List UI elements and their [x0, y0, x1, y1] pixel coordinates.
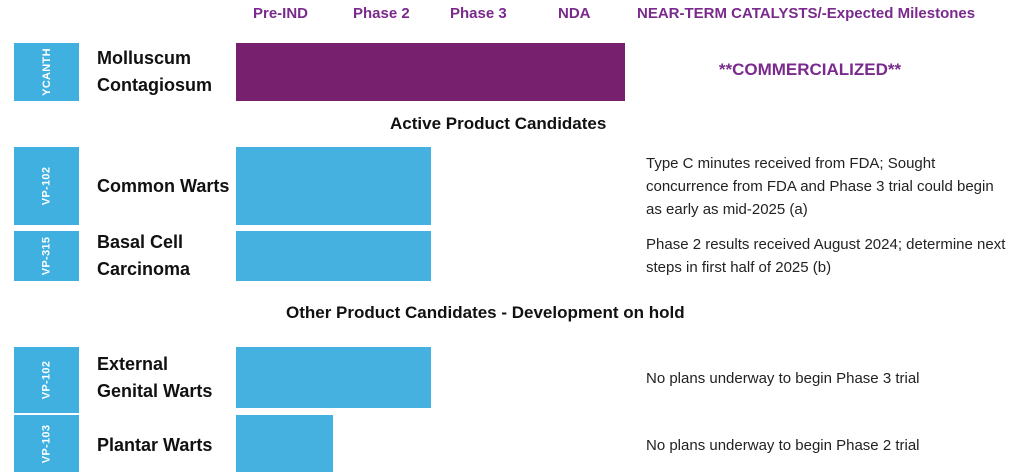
progress-bar	[236, 415, 333, 472]
progress-bar	[236, 231, 431, 281]
product-tag: VP-102	[14, 147, 79, 225]
product-tag: YCANTH	[14, 43, 79, 101]
product-tag: VP-103	[14, 415, 79, 472]
phase-header-phase-3: Phase 3	[450, 5, 507, 22]
milestones-header: NEAR-TERM CATALYSTS/-Expected Milestones	[637, 5, 976, 22]
commercialized-note: **COMMERCIALIZED**	[718, 60, 902, 79]
indication-label: Plantar Warts	[97, 434, 213, 455]
phase-header-phase-2: Phase 2	[353, 5, 410, 22]
product-tag-label: YCANTH	[40, 48, 53, 96]
section-heading-other: Other Product Candidates - Development o…	[286, 303, 685, 322]
product-tag-label: VP-102	[40, 360, 53, 400]
indication-label: Common Warts	[97, 175, 230, 196]
product-tag-label: VP-315	[40, 236, 53, 276]
indication-label: Molluscum Contagiosum	[97, 48, 212, 95]
product-tag-label: VP-103	[40, 424, 53, 463]
product-tag: VP-315	[14, 231, 79, 281]
product-tag: VP-102	[14, 347, 79, 413]
progress-bar	[236, 347, 431, 408]
milestone-note: Type C minutes received from FDA; Sought…	[646, 154, 994, 218]
product-tag-label: VP-102	[40, 166, 53, 206]
section-heading-active: Active Product Candidates	[390, 114, 607, 133]
progress-bar	[236, 43, 625, 101]
milestone-note: No plans underway to begin Phase 3 trial	[646, 369, 920, 387]
phase-header-pre-ind: Pre-IND	[253, 5, 309, 22]
milestone-note: Phase 2 results received August 2024; de…	[646, 236, 1006, 276]
phase-header-nda: NDA	[558, 5, 591, 22]
indication-label: Basal Cell Carcinoma	[97, 232, 191, 279]
indication-label: External Genital Warts	[97, 354, 213, 401]
progress-bar	[236, 147, 431, 225]
milestone-note: No plans underway to begin Phase 2 trial	[646, 436, 920, 454]
